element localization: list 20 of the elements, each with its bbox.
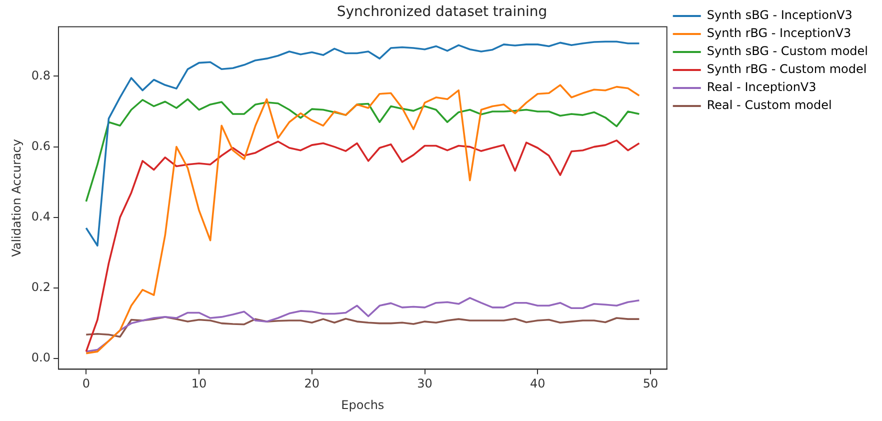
y-tick-label: 0.0 xyxy=(31,350,50,365)
legend-label: Real - InceptionV3 xyxy=(706,80,816,94)
y-tick-label: 0.6 xyxy=(31,138,50,153)
x-tick-label: 40 xyxy=(530,376,546,391)
x-tick-label: 0 xyxy=(82,376,90,391)
x-tick-label: 10 xyxy=(191,376,207,391)
chart-title: Synchronized dataset training xyxy=(336,4,548,20)
x-tick-label: 50 xyxy=(642,376,658,391)
x-tick-label: 30 xyxy=(417,376,432,391)
legend-label: Synth sBG - Custom model xyxy=(706,44,868,58)
y-axis-title: Validation Accuracy xyxy=(9,139,24,257)
y-tick-label: 0.2 xyxy=(31,280,50,294)
legend-label: Synth rBG - InceptionV3 xyxy=(706,26,852,40)
x-tick-label: 20 xyxy=(304,376,320,391)
y-tick-label: 0.8 xyxy=(31,68,50,82)
legend-label: Real - Custom model xyxy=(706,98,832,112)
legend-label: Synth sBG - InceptionV3 xyxy=(706,8,852,22)
x-axis-title: Epochs xyxy=(341,398,384,412)
legend-label: Synth rBG - Custom model xyxy=(706,62,867,76)
y-tick-label: 0.4 xyxy=(31,210,50,224)
